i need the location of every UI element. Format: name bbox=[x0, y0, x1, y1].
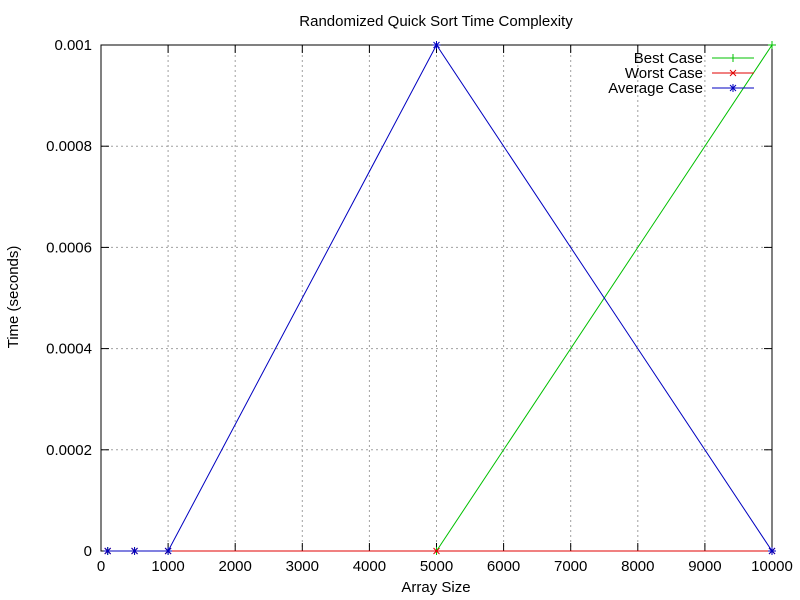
series-line bbox=[107, 44, 773, 552]
ticks: 0 1000 2000 3000 4000 5000 6000 7000 8000 9000 100… bbox=[46, 37, 793, 575]
x-tick-label: 7000 bbox=[554, 558, 587, 575]
data-point bbox=[729, 54, 737, 62]
y-tick-label: 0.001 bbox=[54, 37, 92, 54]
data-point bbox=[103, 547, 112, 555]
data-point bbox=[130, 547, 139, 555]
data-point bbox=[768, 547, 776, 555]
series-layer bbox=[103, 41, 776, 555]
x-tick-label: 4000 bbox=[353, 558, 386, 575]
series-line bbox=[107, 44, 773, 552]
x-tick-label: 5000 bbox=[420, 558, 453, 575]
data-point bbox=[768, 41, 776, 49]
y-tick-label: 0.0006 bbox=[46, 239, 92, 256]
data-point bbox=[729, 84, 737, 92]
series-best-case bbox=[103, 41, 776, 555]
chart-title: Randomized Quick Sort Time Complexity bbox=[299, 13, 573, 30]
grid bbox=[101, 45, 772, 551]
y-tick-label: 0 bbox=[84, 543, 92, 560]
x-tick-label: 10000 bbox=[751, 558, 793, 575]
y-tick-label: 0.0002 bbox=[46, 442, 92, 459]
x-tick-label: 8000 bbox=[621, 558, 654, 575]
legend-label: Average Case bbox=[608, 80, 703, 97]
legend-label: Best Case bbox=[634, 50, 703, 67]
data-point bbox=[164, 547, 173, 555]
x-axis-label: Array Size bbox=[401, 579, 470, 596]
x-tick-label: 1000 bbox=[151, 558, 184, 575]
series-average-case bbox=[103, 41, 776, 555]
x-tick-label: 0 bbox=[97, 558, 105, 575]
series-worst-case bbox=[104, 547, 776, 555]
x-tick-label: 6000 bbox=[487, 558, 520, 575]
y-axis-label: Time (seconds) bbox=[5, 246, 22, 349]
data-point bbox=[729, 69, 737, 77]
legend-item: Worst Case bbox=[625, 65, 754, 82]
legend-item: Best Case bbox=[634, 50, 754, 67]
data-point bbox=[433, 547, 440, 555]
data-point bbox=[432, 41, 441, 49]
y-tick-label: 0.0008 bbox=[46, 138, 92, 155]
x-tick-label: 2000 bbox=[219, 558, 252, 575]
legend-label: Worst Case bbox=[625, 65, 703, 82]
y-tick-label: 0.0004 bbox=[46, 341, 92, 358]
x-tick-label: 9000 bbox=[688, 558, 721, 575]
legend-item: Average Case bbox=[608, 80, 754, 97]
x-tick-label: 3000 bbox=[286, 558, 319, 575]
